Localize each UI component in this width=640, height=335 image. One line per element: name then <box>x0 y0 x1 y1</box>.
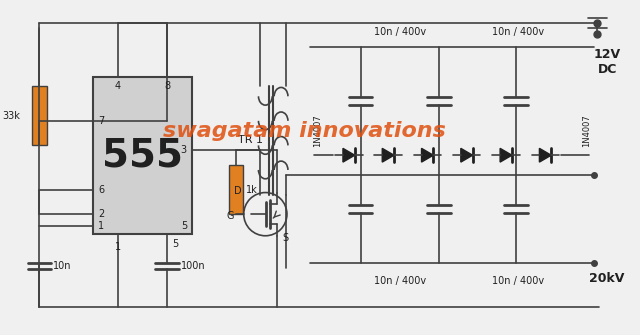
Text: 10n / 400v: 10n / 400v <box>492 27 544 38</box>
Text: 6: 6 <box>99 185 104 195</box>
Bar <box>93 77 192 234</box>
Text: D: D <box>234 186 242 196</box>
Text: 4: 4 <box>115 81 121 91</box>
Text: 5: 5 <box>172 239 179 249</box>
Polygon shape <box>382 148 394 162</box>
Text: 10n / 400v: 10n / 400v <box>492 276 544 286</box>
Text: 1: 1 <box>115 242 121 252</box>
Text: 33k: 33k <box>2 111 20 121</box>
Text: 3: 3 <box>180 145 187 155</box>
Text: 2: 2 <box>98 209 104 219</box>
Text: 8: 8 <box>164 81 170 91</box>
Text: S: S <box>282 233 288 243</box>
Text: 12V
DC: 12V DC <box>594 48 621 76</box>
Text: 1N4007: 1N4007 <box>582 114 591 147</box>
Bar <box>31 86 47 145</box>
Text: swagatam innovations: swagatam innovations <box>163 121 446 141</box>
Polygon shape <box>540 148 551 162</box>
Polygon shape <box>343 148 355 162</box>
Polygon shape <box>500 148 512 162</box>
Text: 10n / 400v: 10n / 400v <box>374 276 426 286</box>
Text: 555: 555 <box>102 136 183 174</box>
Text: 10n / 400v: 10n / 400v <box>374 27 426 38</box>
Polygon shape <box>461 148 472 162</box>
Text: 1k: 1k <box>246 185 257 195</box>
Text: 7: 7 <box>98 116 104 126</box>
Text: TR 1: TR 1 <box>238 135 263 145</box>
Text: 1: 1 <box>99 221 104 231</box>
Text: 5: 5 <box>180 221 187 231</box>
Bar <box>229 165 243 214</box>
Circle shape <box>244 193 287 236</box>
Text: 20kV: 20kV <box>589 271 625 284</box>
Polygon shape <box>422 148 433 162</box>
Text: G: G <box>227 211 234 221</box>
Text: 10n: 10n <box>53 261 72 271</box>
Text: 100n: 100n <box>181 261 205 271</box>
Text: 1N4007: 1N4007 <box>313 114 322 147</box>
